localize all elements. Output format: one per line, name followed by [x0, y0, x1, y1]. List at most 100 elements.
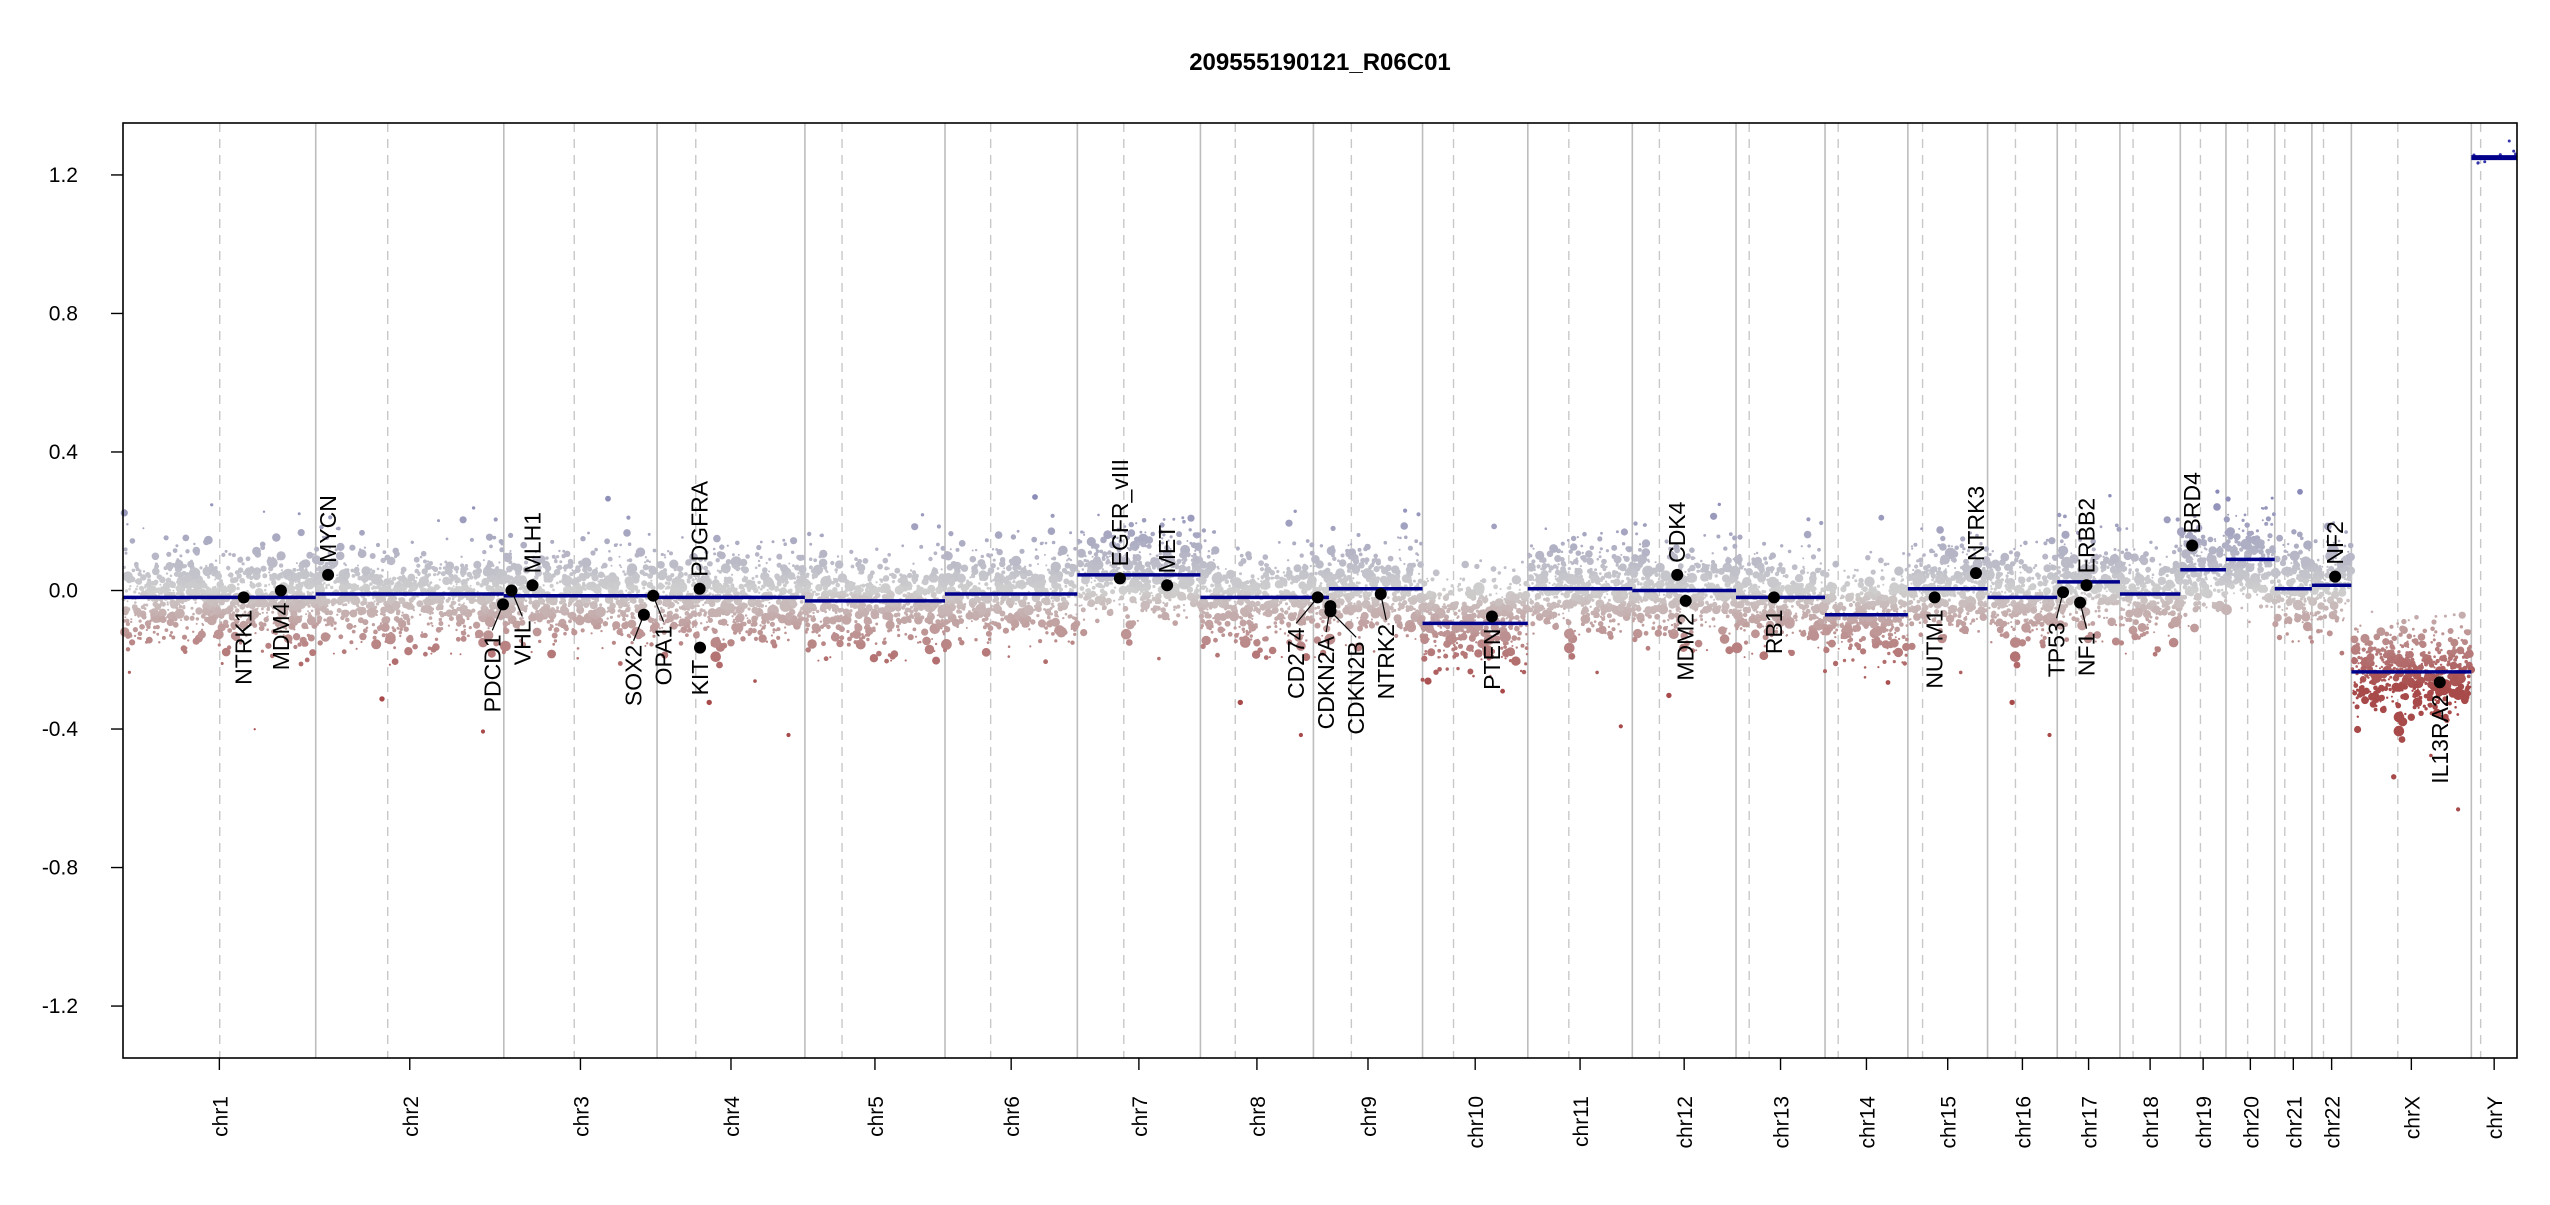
probe-point: [1234, 626, 1237, 629]
probe-point: [370, 553, 376, 559]
probe-point: [854, 640, 858, 644]
probe-point: [788, 563, 790, 565]
probe-point: [815, 631, 818, 634]
probe-point: [617, 614, 620, 617]
probe-point: [349, 545, 355, 551]
probe-point: [626, 614, 629, 617]
probe-point: [1189, 528, 1192, 531]
probe-point: [1152, 597, 1157, 602]
probe-point: [668, 587, 670, 589]
probe-point: [1322, 617, 1324, 619]
probe-point: [1006, 565, 1012, 571]
probe-point: [307, 610, 309, 612]
probe-point: [354, 571, 356, 573]
probe-point: [458, 603, 461, 606]
probe-point: [387, 557, 395, 565]
probe-point: [1156, 598, 1162, 604]
probe-point: [534, 600, 536, 602]
probe-point: [396, 604, 398, 606]
probe-point: [1024, 566, 1026, 568]
probe-point: [550, 584, 554, 588]
probe-point: [810, 615, 812, 617]
probe-point: [305, 568, 308, 571]
probe-point: [811, 569, 815, 573]
probe-point: [784, 626, 786, 628]
probe-point: [126, 523, 128, 525]
probe-point: [807, 614, 810, 617]
probe-point: [1102, 608, 1104, 610]
probe-point: [492, 564, 495, 567]
probe-point: [306, 552, 313, 559]
probe-point: [796, 592, 798, 594]
probe-point: [987, 601, 989, 603]
probe-point: [1219, 605, 1221, 607]
probe-point: [995, 548, 998, 551]
probe-point: [1062, 617, 1064, 619]
probe-point: [178, 603, 180, 605]
probe-point: [144, 586, 147, 589]
probe-point: [762, 567, 768, 573]
probe-point: [1215, 653, 1220, 658]
probe-point: [941, 574, 950, 583]
probe-point: [1152, 585, 1155, 588]
probe-point: [246, 604, 250, 608]
probe-point: [805, 622, 810, 627]
probe-point: [818, 593, 820, 595]
probe-point: [827, 605, 831, 609]
probe-point: [326, 605, 328, 607]
probe-point: [1147, 544, 1152, 549]
probe-point: [1102, 589, 1104, 591]
probe-point: [549, 616, 552, 619]
probe-point: [694, 605, 697, 608]
probe-point: [1111, 583, 1113, 585]
probe-point: [875, 642, 878, 645]
probe-point: [371, 639, 381, 649]
probe-point: [145, 641, 148, 644]
probe-point: [1043, 608, 1046, 611]
probe-point: [1083, 534, 1085, 536]
probe-point: [859, 637, 863, 641]
probe-point: [716, 662, 723, 669]
probe-point: [1191, 555, 1193, 557]
probe-point: [837, 555, 839, 557]
probe-point: [590, 601, 598, 609]
probe-point: [1190, 580, 1194, 584]
probe-point: [958, 605, 961, 608]
probe-point: [950, 581, 953, 584]
probe-point: [421, 631, 423, 633]
probe-point: [387, 597, 395, 605]
probe-point: [457, 577, 460, 580]
probe-point: [141, 614, 146, 619]
probe-point: [399, 631, 402, 634]
probe-point: [536, 613, 544, 621]
probe-point: [849, 609, 852, 612]
probe-point: [422, 607, 428, 613]
probe-point: [946, 607, 949, 610]
probe-point: [149, 619, 152, 622]
probe-point: [182, 635, 187, 640]
probe-point: [1140, 598, 1143, 601]
probe-point: [959, 640, 964, 645]
probe-point: [1264, 655, 1269, 660]
probe-point: [134, 614, 136, 616]
probe-point: [970, 556, 977, 563]
probe-point: [413, 609, 415, 611]
probe-point: [529, 597, 531, 599]
probe-point: [611, 576, 617, 582]
probe-point: [1274, 625, 1277, 628]
probe-point: [834, 615, 837, 618]
probe-point: [665, 619, 670, 624]
probe-point: [429, 616, 433, 620]
probe-point: [439, 618, 443, 622]
probe-point: [1094, 552, 1099, 557]
probe-point: [1242, 628, 1246, 632]
probe-point: [503, 553, 509, 559]
probe-point: [761, 620, 766, 625]
probe-point: [382, 633, 386, 637]
probe-point: [913, 602, 919, 608]
probe-point: [1236, 588, 1240, 592]
probe-point: [211, 572, 215, 576]
probe-point: [384, 604, 392, 612]
probe-point: [1035, 581, 1041, 587]
probe-point: [1263, 554, 1269, 560]
